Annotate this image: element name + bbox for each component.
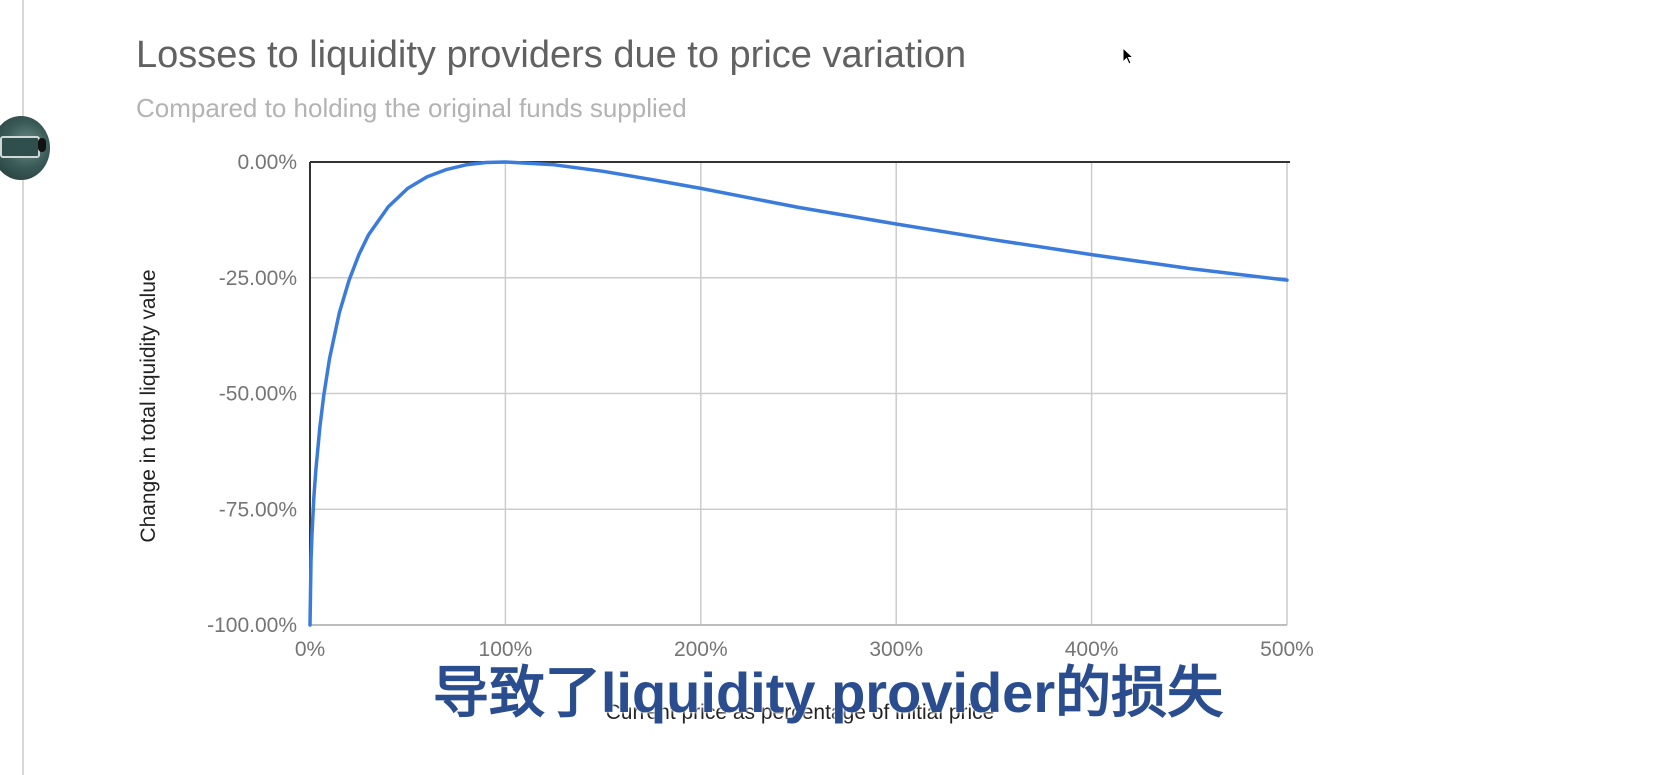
x-tick-label: 100% xyxy=(479,638,533,661)
chart-subtitle: Compared to holding the original funds s… xyxy=(136,93,687,123)
left-border-line xyxy=(22,0,24,775)
y-tick-label: -50.00% xyxy=(219,383,297,406)
mouse-cursor-icon xyxy=(1122,47,1134,65)
y-tick-label: -25.00% xyxy=(219,267,297,290)
series-line xyxy=(308,160,1289,627)
avatar xyxy=(0,116,50,180)
y-tick-label: -100.00% xyxy=(207,614,297,637)
y-tick-label: -75.00% xyxy=(219,498,297,521)
chart-title: Losses to liquidity providers due to pri… xyxy=(136,34,967,76)
y-axis-title: Change in total liquidity value xyxy=(137,269,160,542)
x-tick-label: 400% xyxy=(1065,638,1119,661)
x-tick-label: 200% xyxy=(674,638,728,661)
avatar-dot-icon xyxy=(38,138,46,152)
y-tick-label: 0.00% xyxy=(237,151,297,174)
x-axis-title: Current price as percentage of initial p… xyxy=(606,701,995,724)
video-subtitle-caption: 导致了liquidity provider的损失 xyxy=(432,661,1224,724)
x-tick-label: 300% xyxy=(869,638,923,661)
x-tick-label: 500% xyxy=(1260,638,1314,661)
x-tick-label: 0% xyxy=(295,638,325,661)
